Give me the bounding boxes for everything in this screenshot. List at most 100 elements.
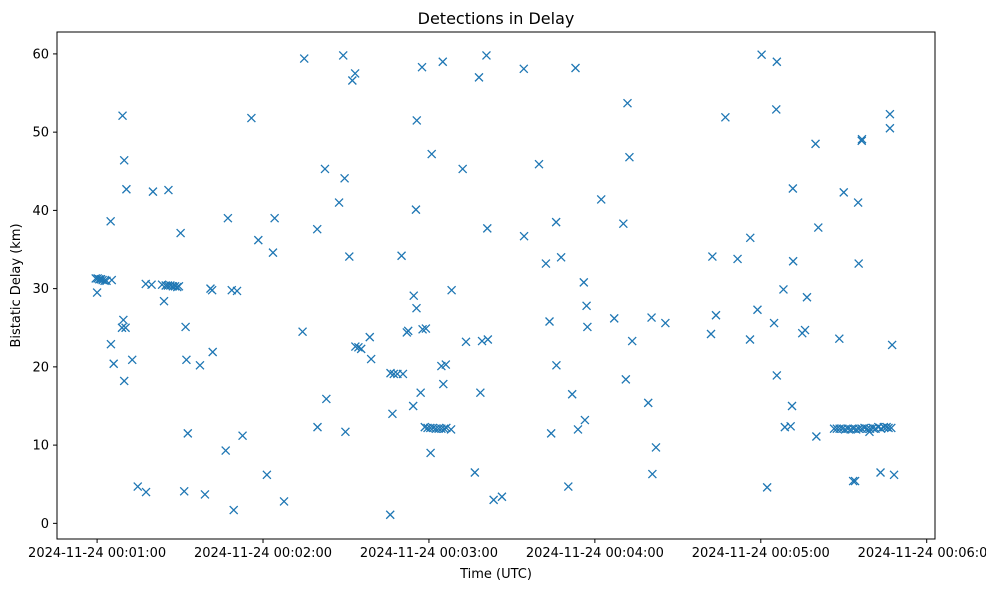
data-point-marker: [853, 198, 863, 208]
data-point-marker: [246, 113, 256, 123]
data-point-marker: [551, 360, 561, 370]
x-axis-label: Time (UTC): [459, 567, 532, 582]
data-point-marker: [409, 291, 419, 301]
data-point-marker: [582, 322, 592, 332]
data-point-marker: [580, 415, 590, 425]
data-point-marker: [711, 310, 721, 320]
data-point-marker: [340, 173, 350, 183]
data-point-marker: [208, 347, 218, 357]
data-point-marker: [121, 323, 131, 333]
data-point-marker: [482, 223, 492, 233]
data-point-marker: [109, 359, 119, 369]
data-point-marker: [412, 115, 422, 125]
data-point-marker: [347, 76, 357, 85]
data-point-marker: [397, 251, 407, 261]
data-point-marker: [854, 259, 864, 269]
data-point-marker: [340, 427, 350, 437]
data-point-marker: [127, 355, 137, 365]
data-point-marker: [563, 482, 573, 492]
data-point-marker: [365, 332, 375, 342]
data-point-marker: [133, 482, 143, 492]
data-point-marker: [179, 486, 189, 496]
chart-title: Detections in Delay: [418, 9, 575, 28]
data-point-marker: [534, 159, 544, 169]
data-point-marker: [299, 54, 309, 64]
data-point-marker: [745, 233, 755, 243]
data-point-marker: [181, 355, 191, 365]
data-point-marker: [474, 72, 484, 82]
data-point-marker: [389, 369, 399, 379]
data-point-marker: [298, 327, 308, 337]
data-point-marker: [582, 301, 592, 311]
data-point-marker: [447, 285, 457, 295]
data-point-marker: [438, 379, 448, 389]
data-point-marker: [519, 231, 529, 241]
data-point-marker: [232, 286, 242, 296]
y-tick-label: 20: [32, 360, 49, 375]
data-point-marker: [312, 224, 322, 234]
data-point-marker: [885, 123, 895, 133]
data-point-marker: [106, 339, 116, 349]
data-point-marker: [884, 423, 894, 433]
data-point-marker: [421, 324, 431, 333]
data-point-marker: [733, 254, 743, 264]
data-point-marker: [279, 496, 289, 506]
data-point-marker: [183, 428, 193, 438]
data-point-marker: [416, 388, 426, 398]
data-point-marker: [876, 424, 886, 434]
data-point-marker: [772, 371, 782, 380]
data-point-marker: [238, 431, 248, 441]
y-tick-label: 0: [41, 517, 49, 532]
data-point-marker: [647, 469, 657, 479]
data-point-marker: [366, 354, 376, 364]
data-point-marker: [519, 64, 529, 74]
data-point-marker: [573, 425, 583, 434]
data-point-marker: [159, 296, 169, 306]
x-tick-label: 2024-11-24 00:01:00: [28, 546, 166, 561]
y-axis-label: Bistatic Delay (km): [9, 223, 24, 347]
x-tick-label: 2024-11-24 00:03:00: [360, 546, 498, 561]
data-point-marker: [353, 342, 363, 352]
data-point-marker: [886, 423, 896, 433]
data-point-marker: [458, 164, 468, 174]
data-point-marker: [556, 252, 566, 262]
data-point-marker: [163, 185, 173, 195]
data-point-marker: [176, 228, 186, 238]
data-point-marker: [141, 487, 151, 497]
data-point-marker: [174, 281, 184, 291]
data-point-marker: [470, 468, 480, 477]
data-point-marker: [647, 313, 657, 323]
data-point-marker: [618, 219, 628, 229]
data-point-marker: [489, 495, 499, 505]
data-point-marker: [623, 98, 632, 108]
data-point-marker: [651, 442, 661, 452]
data-point-marker: [772, 57, 782, 67]
data-point-marker: [268, 248, 278, 258]
data-point-marker: [107, 275, 117, 285]
data-point-marker: [148, 187, 158, 197]
data-point-marker: [170, 281, 180, 291]
data-point-marker: [253, 235, 263, 245]
data-point-marker: [788, 256, 798, 266]
data-point-marker: [223, 213, 233, 223]
data-point-marker: [417, 62, 427, 72]
data-point-marker: [876, 468, 885, 477]
y-tick-label: 10: [32, 439, 49, 454]
data-point-marker: [786, 421, 796, 431]
data-point-marker: [477, 336, 487, 346]
data-point-marker: [229, 505, 239, 515]
data-point-marker: [441, 360, 451, 369]
data-point-marker: [643, 398, 653, 408]
data-point-marker: [427, 149, 437, 159]
data-point-marker: [475, 388, 485, 398]
data-point-marker: [483, 335, 493, 344]
data-point-marker: [497, 492, 507, 502]
data-point-marker: [596, 194, 606, 204]
data-point-marker: [106, 216, 116, 226]
data-point-marker: [850, 476, 860, 486]
data-point-marker: [546, 428, 556, 438]
data-point-marker: [889, 470, 899, 480]
data-point-marker: [787, 401, 797, 411]
data-point-marker: [811, 139, 820, 149]
data-point-marker: [660, 318, 670, 328]
